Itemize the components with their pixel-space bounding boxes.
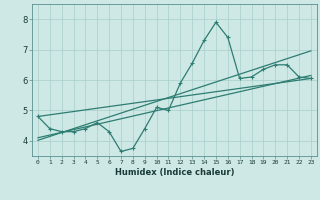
- X-axis label: Humidex (Indice chaleur): Humidex (Indice chaleur): [115, 168, 234, 177]
